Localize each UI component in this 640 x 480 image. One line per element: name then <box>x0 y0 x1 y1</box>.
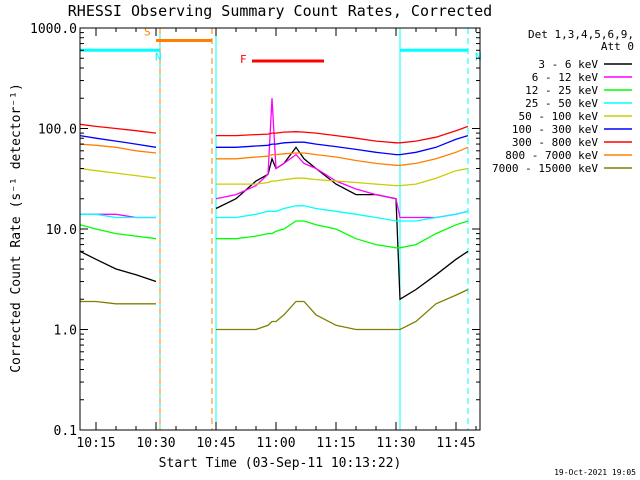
y-tick-label: 0.1 <box>54 424 77 439</box>
x-tick-label: 11:30 <box>376 436 415 451</box>
legend-entry-label: 300 - 800 keV <box>512 136 598 149</box>
series-line-segment <box>216 220 469 249</box>
series-line-segment <box>79 224 157 240</box>
legend-header-line-2: Att 0 <box>601 40 634 53</box>
x-tick-label: 11:45 <box>436 436 475 451</box>
series-line-segment <box>216 134 469 156</box>
y-tick-label: 100.0 <box>38 123 77 138</box>
annotation-label: F <box>240 53 247 66</box>
y-tick-label: 1.0 <box>54 324 77 339</box>
series-line-segment <box>79 250 157 283</box>
annotation-label: N <box>155 50 162 63</box>
legend-entry-label: 6 - 12 keV <box>532 71 599 84</box>
series-line <box>79 123 469 144</box>
x-tick-label: 10:15 <box>76 436 115 451</box>
series-line-segment <box>80 213 156 219</box>
plot-area: SN NF <box>79 26 482 430</box>
x-tick-label: 11:15 <box>316 436 355 451</box>
series-line-segment <box>216 205 469 222</box>
x-tick-label: 10:30 <box>136 436 175 451</box>
series-line-segment <box>80 300 156 305</box>
series-line-segment <box>79 123 157 134</box>
series-line <box>80 288 469 331</box>
series-line-segment <box>216 125 469 144</box>
series-line <box>79 143 469 166</box>
annotation-label: N <box>475 50 482 63</box>
series-line-segment <box>215 98 469 219</box>
legend-entry-label: 25 - 50 keV <box>525 97 598 110</box>
series-line <box>79 167 469 187</box>
axes: 0.1 1.0 10.0 100.0 1000.0 10:15 10:30 10:45 11:0… <box>30 22 481 451</box>
legend-header-line-1: Det 1,3,4,5,6,9, <box>528 28 634 41</box>
x-tick-label: 11:00 <box>256 436 295 451</box>
plot-frame <box>79 27 481 431</box>
legend-entry-label: 3 - 6 keV <box>538 58 598 71</box>
series-line <box>80 98 469 219</box>
series-line-segment <box>79 134 157 148</box>
annotation-label: S <box>144 26 151 39</box>
x-tick-label: 10:45 <box>196 436 235 451</box>
footer-timestamp: 19-Oct-2021 19:05 <box>554 468 636 477</box>
series-line <box>79 220 469 249</box>
legend-entry-label: 7000 - 15000 keV <box>492 162 598 175</box>
series-line <box>80 205 469 222</box>
y-tick-label: 1000.0 <box>30 22 77 37</box>
series-line-segment <box>216 288 469 331</box>
y-tick-label: 10.0 <box>46 223 77 238</box>
series-line <box>79 134 469 156</box>
series-line-segment <box>216 167 469 187</box>
series-line-segment <box>79 167 157 179</box>
series-line-segment <box>216 146 469 166</box>
legend-entry-label: 12 - 25 keV <box>525 84 598 97</box>
legend-entry-label: 800 - 7000 keV <box>505 149 598 162</box>
series-line-segment <box>79 143 157 154</box>
legend-entry-label: 50 - 100 keV <box>519 110 599 123</box>
series-line-segment <box>215 146 469 301</box>
series-line <box>79 146 469 301</box>
x-axis-label: Start Time (03-Sep-11 10:13:22) <box>159 456 402 471</box>
chart-title: RHESSI Observing Summary Count Rates, Co… <box>68 2 492 20</box>
legend-entry-label: 100 - 300 keV <box>512 123 598 136</box>
y-axis-label: Corrected Count Rate (s⁻¹ detector⁻¹) <box>9 83 24 373</box>
